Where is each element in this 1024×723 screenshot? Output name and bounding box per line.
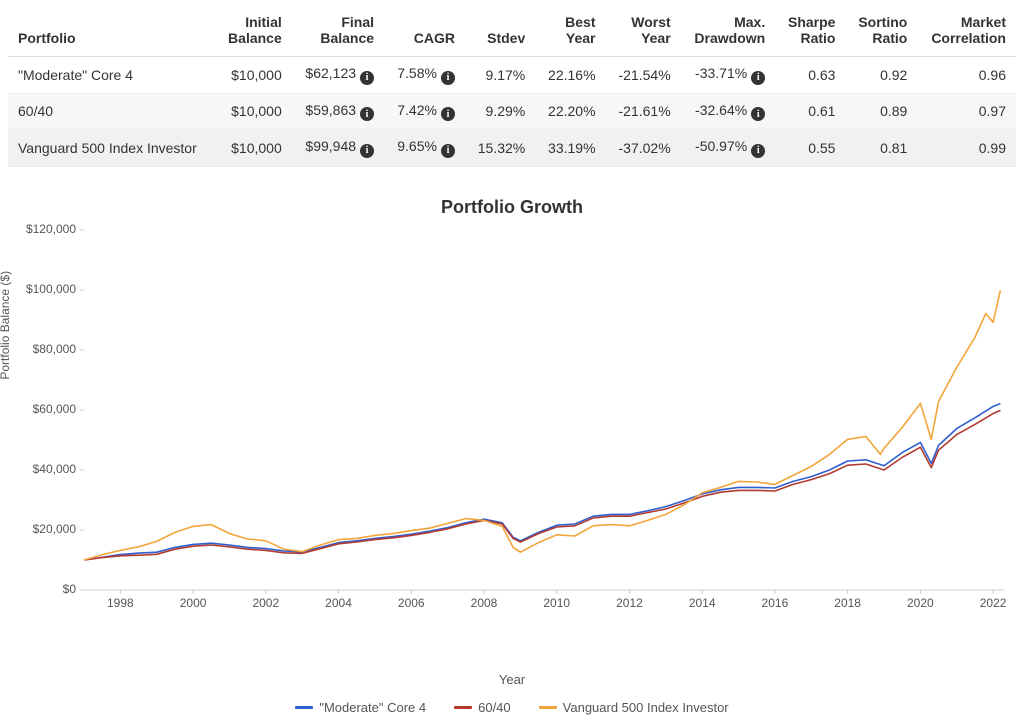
- col-header: WorstYear: [606, 8, 681, 57]
- info-icon[interactable]: i: [751, 144, 765, 158]
- table-cell: 9.65%i: [384, 130, 465, 167]
- col-header: Max.Drawdown: [681, 8, 776, 57]
- chart-svg: [8, 224, 1016, 644]
- legend-swatch: [539, 706, 557, 709]
- x-axis-title: Year: [8, 672, 1016, 687]
- table-cell: 0.89: [845, 93, 917, 130]
- col-header: FinalBalance: [292, 8, 384, 57]
- table-cell: -21.54%: [606, 57, 681, 94]
- table-cell: 0.99: [917, 130, 1016, 167]
- chart-legend: "Moderate" Core 4 60/40 Vanguard 500 Index…: [8, 697, 1016, 715]
- col-header: Stdev: [465, 8, 535, 57]
- legend-item[interactable]: "Moderate" Core 4: [295, 700, 426, 715]
- table-cell: 0.81: [845, 130, 917, 167]
- info-icon[interactable]: i: [360, 107, 374, 121]
- col-header: MarketCorrelation: [917, 8, 1016, 57]
- legend-item[interactable]: 60/40: [454, 700, 511, 715]
- portfolio-stats-table: PortfolioInitialBalanceFinalBalanceCAGRS…: [8, 8, 1016, 167]
- info-icon[interactable]: i: [360, 144, 374, 158]
- table-cell: -37.02%: [606, 130, 681, 167]
- table-cell: $10,000: [215, 93, 292, 130]
- table-row: "Moderate" Core 4$10,000$62,123i7.58%i9.…: [8, 57, 1016, 94]
- table-cell: $10,000: [215, 130, 292, 167]
- table-cell: $10,000: [215, 57, 292, 94]
- table-cell: 0.97: [917, 93, 1016, 130]
- table-cell: 33.19%: [535, 130, 605, 167]
- table-cell: 0.61: [775, 93, 845, 130]
- info-icon[interactable]: i: [441, 107, 455, 121]
- table-cell: $59,863i: [292, 93, 384, 130]
- table-cell: 7.42%i: [384, 93, 465, 130]
- table-cell: -33.71%i: [681, 57, 776, 94]
- legend-label: 60/40: [478, 700, 511, 715]
- portfolio-growth-section: Portfolio Growth Portfolio Balance ($) $…: [8, 197, 1016, 715]
- legend-swatch: [295, 706, 313, 709]
- info-icon[interactable]: i: [360, 71, 374, 85]
- table-cell: "Moderate" Core 4: [8, 57, 215, 94]
- legend-label: "Moderate" Core 4: [319, 700, 426, 715]
- col-header: InitialBalance: [215, 8, 292, 57]
- col-header: SharpeRatio: [775, 8, 845, 57]
- col-header: Portfolio: [8, 8, 215, 57]
- table-row: 60/40$10,000$59,863i7.42%i9.29%22.20%-21…: [8, 93, 1016, 130]
- col-header: SortinoRatio: [845, 8, 917, 57]
- col-header: BestYear: [535, 8, 605, 57]
- legend-label: Vanguard 500 Index Investor: [563, 700, 729, 715]
- series-line: [84, 403, 1000, 559]
- chart-area: Portfolio Balance ($) $0$20,000$40,000$6…: [8, 224, 1016, 644]
- table-cell: 9.17%: [465, 57, 535, 94]
- table-cell: -50.97%i: [681, 130, 776, 167]
- table-cell: 60/40: [8, 93, 215, 130]
- chart-title: Portfolio Growth: [8, 197, 1016, 218]
- table-cell: 22.20%: [535, 93, 605, 130]
- table-cell: 0.92: [845, 57, 917, 94]
- info-icon[interactable]: i: [751, 71, 765, 85]
- table-cell: $62,123i: [292, 57, 384, 94]
- table-cell: 15.32%: [465, 130, 535, 167]
- table-cell: 7.58%i: [384, 57, 465, 94]
- table-cell: 9.29%: [465, 93, 535, 130]
- series-line: [84, 410, 1000, 560]
- info-icon[interactable]: i: [441, 144, 455, 158]
- table-cell: 22.16%: [535, 57, 605, 94]
- table-cell: -21.61%: [606, 93, 681, 130]
- info-icon[interactable]: i: [751, 107, 765, 121]
- table-cell: 0.96: [917, 57, 1016, 94]
- table-row: Vanguard 500 Index Investor$10,000$99,94…: [8, 130, 1016, 167]
- info-icon[interactable]: i: [441, 71, 455, 85]
- legend-item[interactable]: Vanguard 500 Index Investor: [539, 700, 729, 715]
- table-cell: 0.55: [775, 130, 845, 167]
- series-line: [84, 290, 1000, 560]
- table-cell: -32.64%i: [681, 93, 776, 130]
- table-cell: $99,948i: [292, 130, 384, 167]
- col-header: CAGR: [384, 8, 465, 57]
- table-cell: 0.63: [775, 57, 845, 94]
- legend-swatch: [454, 706, 472, 709]
- table-cell: Vanguard 500 Index Investor: [8, 130, 215, 167]
